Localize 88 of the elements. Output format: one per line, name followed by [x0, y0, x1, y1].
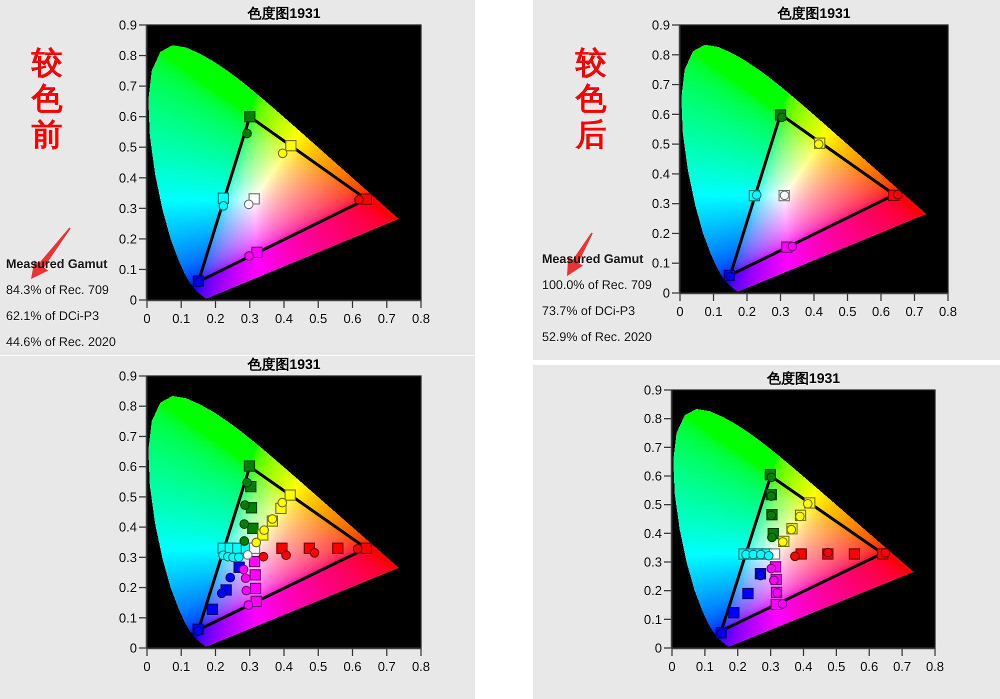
y-tick-label: 0.7	[644, 440, 662, 455]
title: 色度图1931	[247, 5, 321, 21]
x-tick-label: 0	[668, 659, 676, 674]
title: 色度图1931	[777, 5, 851, 21]
x-tick-label: 0.2	[728, 659, 747, 674]
y-tick-label: 0	[662, 286, 670, 300]
x-tick-label: 0.6	[343, 311, 362, 326]
y-tick-label: 0.6	[118, 459, 137, 474]
x-tick-label: 0.7	[378, 311, 396, 326]
y-tick-label: 0	[130, 640, 137, 656]
y-tick-label: 0.6	[652, 106, 670, 122]
y-tick-label: 0.5	[118, 140, 137, 155]
x-tick-label: 0.5	[827, 659, 846, 674]
x-tick-label: 0.4	[804, 304, 824, 319]
x-tick-label: 0.2	[206, 311, 225, 326]
y-tick-label: 0.4	[644, 526, 662, 541]
x-tick-label: 0.3	[240, 659, 259, 674]
y-tick-label: 0.4	[652, 166, 670, 182]
x-tick-label: 0.8	[412, 659, 430, 674]
y-tick-label: 0.2	[118, 231, 137, 246]
y-tick-label: 0.1	[118, 610, 137, 626]
x-tick-label: 0.7	[893, 659, 912, 674]
y-tick-label: 0.6	[118, 109, 137, 124]
y-tick-label: 0.7	[118, 78, 137, 94]
y-tick-label: 0.3	[118, 550, 137, 565]
y-tick-label: 0.9	[652, 18, 670, 32]
y-tick-label: 0.5	[652, 136, 670, 152]
title: 色度图1931	[766, 370, 840, 386]
x-tick-label: 0	[143, 659, 151, 674]
y-tick-label: 0.7	[118, 428, 137, 444]
x-tick-label: 0.1	[172, 659, 190, 674]
x-tick-label: 0.6	[872, 304, 890, 319]
annotation: 44.6% of Rec. 2020	[6, 335, 116, 349]
x-tick-label: 0.3	[771, 304, 790, 319]
x-tick-label: 0.5	[309, 311, 328, 326]
x-tick-label: 0.7	[905, 304, 924, 319]
y-tick-label: 0.8	[652, 47, 670, 62]
y-tick-label: 0.1	[652, 256, 670, 271]
y-tick-label: 0	[130, 292, 137, 308]
y-tick-label: 0.9	[118, 18, 137, 32]
y-tick-label: 0.8	[644, 411, 662, 426]
y-tick-label: 0.2	[652, 226, 670, 241]
x-tick-label: 0.2	[206, 659, 225, 674]
annotation: 100.0% of Rec. 709	[542, 278, 652, 292]
x-tick-label: 0.8	[926, 659, 944, 674]
x-tick-label: 0	[676, 304, 684, 319]
y-tick-label: 0.6	[644, 468, 662, 484]
annotation: 84.3% of Rec. 709	[6, 283, 109, 297]
x-tick-label: 0.5	[838, 304, 857, 319]
x-tick-label: 0.8	[938, 304, 958, 319]
x-tick-label: 0.3	[762, 659, 780, 674]
annotation: 62.1% of DCi-P3	[6, 309, 100, 323]
y-tick-label: 0.3	[652, 196, 670, 212]
y-tick-label: 0.3	[644, 554, 662, 570]
x-tick-label: 0.3	[240, 311, 259, 326]
x-tick-label: 0.1	[696, 659, 714, 674]
y-tick-label: 0.5	[118, 489, 137, 504]
annotation: 52.9% of Rec. 2020	[542, 330, 652, 344]
x-tick-label: 0.4	[794, 659, 813, 674]
x-tick-label: 0.2	[738, 304, 756, 319]
y-tick-label: 0.8	[118, 48, 137, 64]
x-tick-label: 0.6	[860, 659, 878, 674]
y-tick-label: 0.9	[118, 368, 137, 384]
y-tick-label: 0.3	[118, 200, 137, 216]
x-tick-label: 0.4	[274, 659, 294, 674]
y-tick-label: 0.2	[644, 583, 662, 598]
y-tick-label: 0.4	[118, 170, 137, 186]
y-tick-label: 0.4	[118, 520, 137, 535]
x-tick-label: 0.8	[412, 311, 430, 326]
y-tick-label: 0	[654, 640, 662, 656]
y-tick-label: 0.1	[644, 612, 662, 627]
x-tick-label: 0	[143, 311, 151, 326]
y-tick-label: 0.8	[118, 398, 137, 414]
title: 色度图1931	[247, 356, 321, 372]
y-tick-label: 0.5	[644, 497, 662, 512]
x-tick-label: 0.1	[704, 304, 723, 319]
y-tick-label: 0.9	[644, 382, 662, 398]
x-tick-label: 0.4	[274, 311, 294, 326]
y-tick-label: 0.2	[118, 580, 137, 596]
annotation: 较色前	[32, 45, 62, 152]
annotation: 73.7% of DCi-P3	[542, 304, 636, 318]
y-tick-label: 0.7	[652, 77, 670, 92]
annotation: 较色后	[576, 45, 606, 152]
x-tick-label: 0.6	[343, 659, 362, 674]
y-tick-label: 0.1	[118, 262, 137, 277]
x-tick-label: 0.1	[172, 311, 190, 326]
x-tick-label: 0.7	[378, 659, 396, 674]
x-tick-label: 0.5	[309, 659, 328, 674]
